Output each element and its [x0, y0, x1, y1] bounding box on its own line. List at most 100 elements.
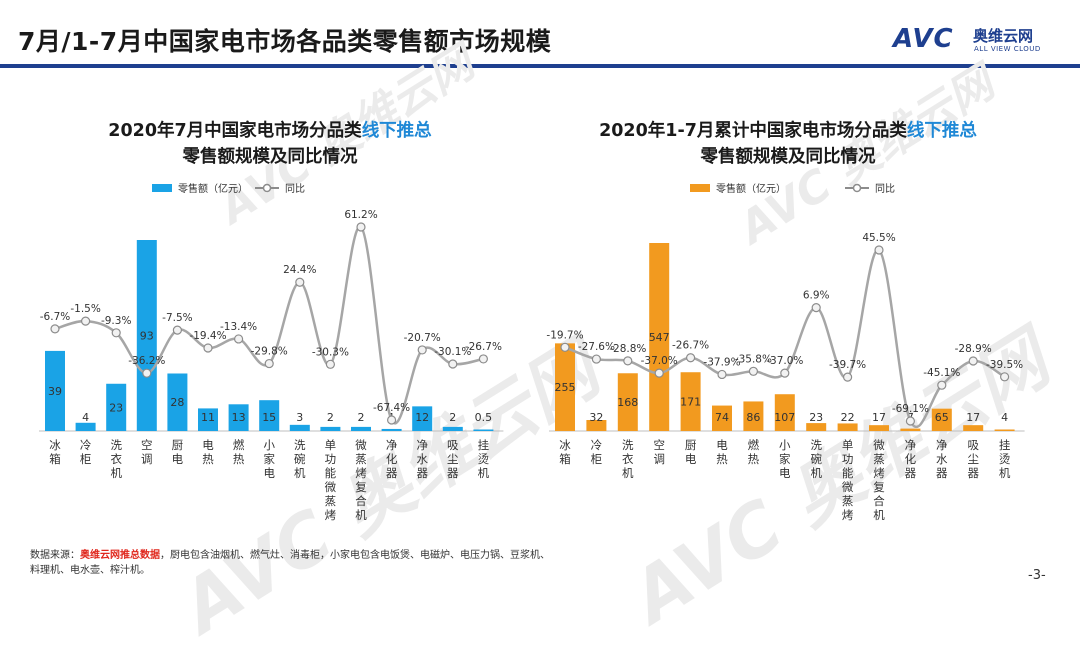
- category-char: 复: [355, 480, 367, 494]
- left-title-prefix: 2020年7月中国家电市场分品类: [108, 121, 362, 141]
- category-label: 洗碗机: [294, 438, 306, 480]
- category-char: 热: [233, 452, 245, 466]
- line-value-label: -36.2%: [128, 355, 165, 367]
- category-label: 燃热: [748, 438, 760, 466]
- bar-value-label: 168: [617, 396, 638, 409]
- category-char: 复: [873, 480, 885, 494]
- category-char: 衣: [110, 452, 122, 466]
- legend-bar-swatch: [152, 184, 172, 192]
- category-char: 柜: [80, 452, 92, 466]
- line-path: [564, 248, 1006, 429]
- line-point: [295, 277, 305, 287]
- category-label: 洗衣机: [622, 438, 634, 480]
- bar: [228, 404, 249, 431]
- category-label: 电热: [716, 438, 728, 466]
- legend: 零售额（亿元） 同比: [690, 182, 895, 195]
- title-bar: [0, 64, 1080, 68]
- category-char: 器: [905, 466, 917, 480]
- bar: [106, 383, 127, 431]
- line-value-label: -13.4%: [220, 321, 257, 333]
- logo-name-cn: 奥维云网: [973, 27, 1034, 45]
- category-char: 调: [653, 452, 665, 466]
- category-char: 蒸: [355, 452, 367, 466]
- line-value-label: -28.9%: [955, 343, 992, 355]
- category-char: 机: [294, 466, 306, 480]
- bar-value-label: 171: [680, 396, 701, 409]
- logo-brand: AVC: [893, 24, 954, 54]
- category-char: 电: [685, 452, 697, 466]
- category-char: 器: [386, 466, 398, 480]
- category-labels: 冰箱冷柜洗衣机空调厨电电热燃热小家电洗碗机单功能微蒸烤微蒸烤复合机净化器净水器吸…: [559, 438, 1011, 522]
- category-char: 单: [325, 438, 337, 452]
- category-char: 空: [653, 438, 665, 452]
- category-char: 厨: [172, 438, 184, 452]
- line-point: [325, 359, 335, 369]
- category-char: 洗: [110, 438, 122, 452]
- line-point: [968, 356, 978, 366]
- line-value-label: -9.3%: [101, 315, 131, 327]
- bar: [837, 423, 858, 431]
- category-char: 碗: [810, 452, 822, 466]
- category-label: 空调: [141, 438, 153, 466]
- category-label: 冷柜: [591, 438, 603, 466]
- line-value-label: -39.7%: [829, 359, 866, 371]
- category-char: 电: [716, 438, 728, 452]
- line-value-label: -26.7%: [465, 341, 502, 353]
- line-value-label: -20.7%: [404, 332, 441, 344]
- category-char: 蒸: [842, 494, 854, 508]
- line-point: [811, 302, 821, 313]
- line-point: [623, 356, 633, 366]
- line-series: -19.7%-27.6%-28.8%-37.0%-26.7%-37.9%-35.…: [546, 232, 1023, 429]
- bar-value-label: 11: [201, 411, 215, 424]
- line-point: [417, 345, 427, 355]
- category-char: 器: [936, 466, 948, 480]
- line-value-label: -30.3%: [312, 346, 349, 358]
- category-char: 烫: [999, 452, 1011, 466]
- category-char: 调: [141, 452, 153, 466]
- category-label: 微蒸烤复合机: [355, 438, 367, 522]
- category-label: 洗碗机: [810, 438, 822, 480]
- legend: 零售额（亿元） 同比: [152, 182, 305, 195]
- bar: [900, 428, 921, 431]
- bar: [136, 240, 157, 431]
- legend-bar-swatch: [690, 184, 710, 192]
- line-value-label: -29.8%: [251, 346, 288, 358]
- bar: [351, 426, 371, 431]
- category-char: 电: [263, 466, 275, 480]
- category-char: 机: [355, 508, 367, 522]
- line-point: [748, 366, 758, 376]
- category-char: 热: [202, 452, 214, 466]
- category-label: 净化器: [386, 438, 398, 480]
- category-char: 化: [386, 452, 398, 466]
- category-char: 厨: [685, 438, 697, 452]
- category-char: 烤: [355, 466, 367, 480]
- line-value-label: -45.1%: [923, 367, 960, 379]
- bar: [555, 343, 575, 431]
- category-label: 净水器: [416, 438, 428, 480]
- bar-value-label: 17: [872, 411, 886, 424]
- category-char: 热: [748, 452, 760, 466]
- legend-line-marker: [852, 183, 862, 193]
- line-point: [50, 324, 60, 334]
- bar: [931, 408, 952, 431]
- category-label: 冰箱: [559, 438, 571, 466]
- line-value-label: -1.5%: [70, 303, 100, 315]
- category-char: 微: [355, 438, 367, 452]
- bar: [473, 429, 494, 431]
- bar-value-label: 86: [746, 411, 760, 424]
- line-point: [686, 353, 696, 363]
- left-title-line2: 零售额规模及同比情况: [182, 147, 358, 167]
- category-char: 能: [842, 466, 854, 480]
- line-value-label: -67.4%: [373, 402, 410, 414]
- legend-line-marker: [262, 183, 272, 193]
- right-title-line2: 零售额规模及同比情况: [700, 147, 876, 167]
- bar-value-label: 4: [82, 411, 89, 424]
- line-value-label: -37.0%: [766, 355, 803, 367]
- legend-bar-label: 零售额（亿元）: [716, 182, 786, 195]
- right-title-highlight: 线下推总: [906, 121, 977, 141]
- bar: [412, 406, 433, 431]
- line-point: [234, 334, 244, 344]
- category-label: 厨电: [685, 438, 697, 466]
- left-chart-title: 2020年7月中国家电市场分品类线下推总 零售额规模及同比情况: [30, 118, 510, 170]
- category-char: 机: [110, 466, 122, 480]
